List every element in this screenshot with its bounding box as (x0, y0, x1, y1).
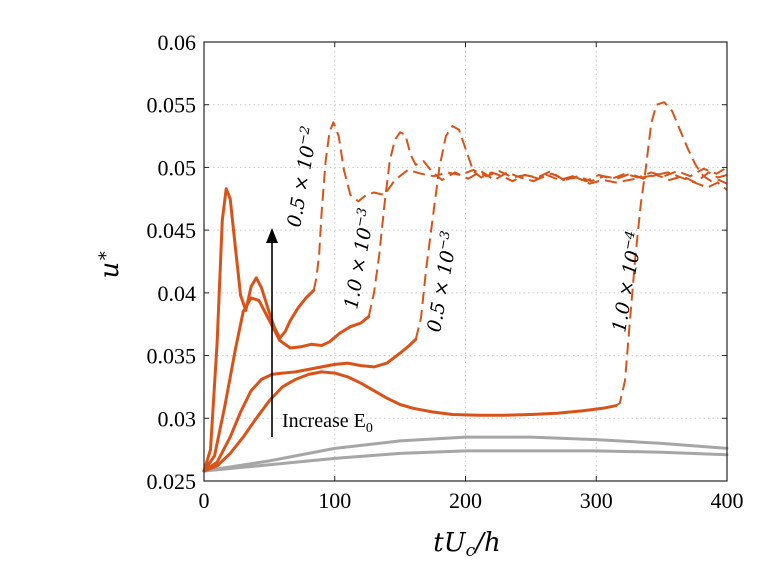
series-layer (202, 101, 729, 473)
x-tick-label: 400 (711, 488, 744, 513)
y-tick-label: 0.055 (147, 93, 197, 118)
y-tick-label: 0.045 (147, 218, 197, 243)
ticks: 0 100 200 300 400 0.025 0.03 0.035 0.04 0.045 0.05… (147, 30, 744, 513)
series-line-gray-1 (202, 449, 729, 473)
y-tick-label: 0.025 (147, 469, 197, 494)
series-line-solid-2 (202, 296, 371, 473)
series-line-solid-1 (202, 337, 418, 473)
y-tick-label: 0.05 (158, 155, 197, 180)
y-tick-label: 0.03 (158, 406, 197, 431)
series-line-dashed-3 (312, 121, 728, 291)
series-line-dashed-2 (367, 131, 728, 317)
y-axis-title: u∗ (92, 250, 125, 279)
x-tick-label: 200 (449, 488, 482, 513)
x-tick-label: 0 (199, 488, 210, 513)
series-line-solid-3 (202, 187, 316, 473)
series-line-solid-0 (202, 370, 618, 473)
arrow-label: Increase E0 (282, 410, 373, 436)
y-tick-label: 0.035 (147, 344, 197, 369)
series-line-dashed-1 (414, 125, 728, 340)
y-tick-label: 0.06 (158, 30, 197, 55)
series-line-dashed-0 (615, 101, 728, 407)
series-line-gray-0 (202, 435, 729, 473)
x-tick-label: 100 (318, 488, 351, 513)
x-tick-label: 300 (580, 488, 613, 513)
y-tick-label: 0.04 (158, 281, 197, 306)
increase-arrow (266, 228, 278, 437)
x-axis-title: tUc/h (433, 528, 500, 561)
